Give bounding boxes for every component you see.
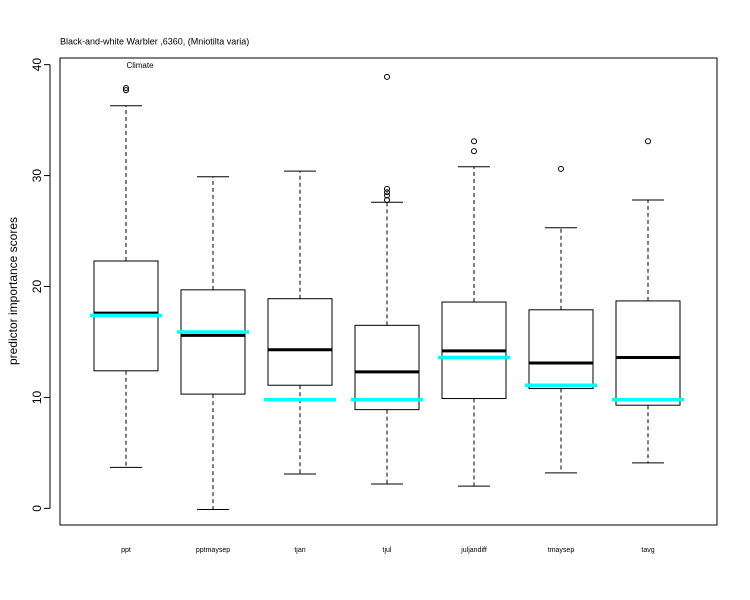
outlier bbox=[645, 138, 651, 145]
outlier bbox=[384, 73, 390, 80]
x-tick-label: tjan bbox=[294, 547, 305, 554]
outlier bbox=[384, 196, 390, 203]
y-tick-label: 0 bbox=[30, 505, 44, 512]
x-tick-label: pptmaysep bbox=[196, 547, 230, 554]
outlier bbox=[471, 138, 477, 145]
plot-frame bbox=[59, 57, 718, 526]
x-tick-label: tmaysep bbox=[548, 547, 575, 554]
outlier bbox=[471, 148, 477, 155]
x-tick-label: tavg bbox=[641, 547, 654, 554]
y-tick-label: 40 bbox=[30, 58, 44, 72]
box bbox=[354, 324, 420, 411]
x-tick-label: ppt bbox=[121, 547, 131, 554]
outlier bbox=[384, 189, 390, 196]
box bbox=[267, 298, 333, 386]
y-tick-label: 10 bbox=[30, 390, 44, 404]
annotation: Climate bbox=[126, 61, 154, 70]
x-tick-label: juljandiff bbox=[460, 547, 487, 554]
outlier bbox=[123, 87, 129, 94]
box bbox=[615, 300, 681, 406]
y-tick-label: 30 bbox=[30, 169, 44, 183]
outlier bbox=[558, 165, 564, 172]
y-axis-label: predictor importance scores bbox=[6, 217, 20, 365]
box bbox=[180, 289, 246, 395]
outlier bbox=[384, 185, 390, 192]
box bbox=[528, 309, 594, 390]
outlier bbox=[384, 192, 390, 199]
y-tick-label: 20 bbox=[30, 280, 44, 294]
chart-title: Black-and-white Warbler ,6360, (Mniotilt… bbox=[60, 36, 249, 46]
x-tick-label: tjul bbox=[383, 547, 392, 554]
outlier bbox=[123, 84, 129, 91]
